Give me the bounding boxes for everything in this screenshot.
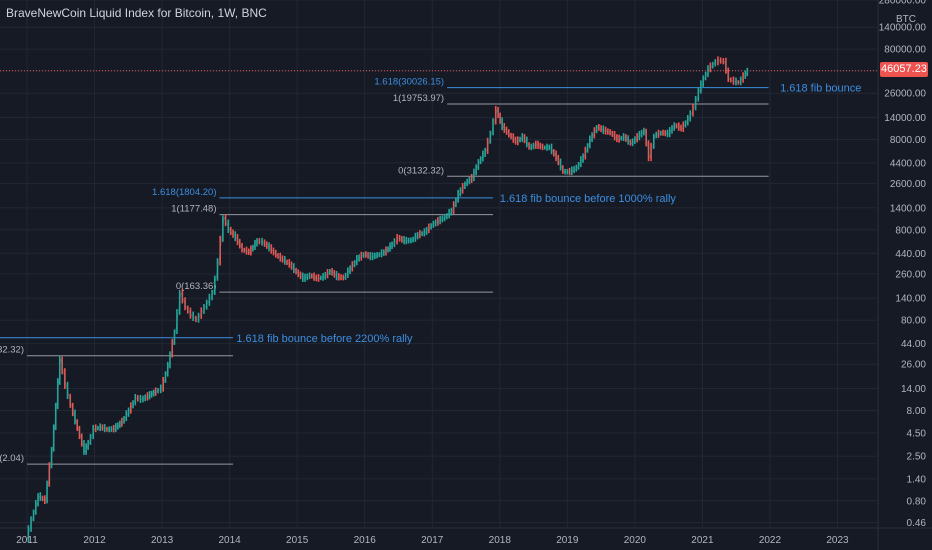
x-tick-label: 2023 — [826, 535, 849, 546]
annotation-label: 1.618 fib bounce before 1000% rally — [500, 193, 677, 205]
y-tick-label: 140000.00 — [879, 23, 927, 34]
annotation-label: 1.618 fib bounce — [780, 83, 861, 95]
x-tick-label: 2019 — [556, 535, 579, 546]
y-tick-label: 14000.00 — [884, 113, 926, 124]
y-tick-label: 440.00 — [895, 249, 926, 260]
x-tick-label: 2022 — [759, 535, 782, 546]
fib-level-label: 1.618(1804.20) — [152, 187, 216, 198]
x-tick-label: 2015 — [286, 535, 309, 546]
fib-level-label: 1(1177.48) — [171, 204, 216, 215]
y-tick-label: 1.40 — [907, 474, 927, 485]
price-line — [26, 60, 749, 540]
x-tick-label: 2014 — [219, 535, 242, 546]
y-tick-label: 26000.00 — [884, 89, 926, 100]
y-tick-label: 26.00 — [901, 360, 926, 371]
y-tick-label: 280000.00 — [879, 0, 927, 7]
y-tick-label: 44.00 — [901, 339, 926, 350]
price-series — [26, 56, 749, 543]
y-tick-label: 4400.00 — [890, 158, 927, 169]
fib-levels: 1.618(51.03)1(32.32)0(2.04)1.618(1804.20… — [0, 70, 878, 465]
x-axis[interactable]: 2011 2012 2013 2014 2015 2016 2017 2018 2019 2020… — [16, 535, 849, 546]
last-price-tag: 46057.23 — [880, 62, 928, 77]
y-tick-label: 140.00 — [895, 294, 926, 305]
y-tick-label: 4.50 — [907, 429, 927, 440]
y-tick-label: 14.00 — [901, 384, 926, 395]
y-tick-label: 80.00 — [901, 316, 926, 327]
axis-unit-label: BTC — [896, 14, 916, 25]
annotations: 1.618 fib bounce before 2200% rally 1.618… — [236, 83, 861, 345]
fib-level-label: 0(3132.32) — [398, 165, 444, 176]
y-tick-label: 8.00 — [907, 406, 927, 417]
chart-title: BraveNewCoin Liquid Index for Bitcoin, 1… — [6, 6, 267, 20]
x-tick-label: 2020 — [624, 535, 647, 546]
fib-level-label: 1.618(30026.15) — [374, 77, 444, 88]
annotation-label: 1.618 fib bounce before 2200% rally — [236, 333, 413, 345]
y-tick-label: 2600.00 — [890, 179, 927, 190]
x-tick-label: 2018 — [489, 535, 512, 546]
y-axis[interactable]: 280000.00140000.0080000.0046000.0026000.… — [879, 0, 927, 529]
y-tick-label: 260.00 — [895, 269, 926, 280]
y-tick-label: 800.00 — [895, 225, 926, 236]
x-tick-label: 2011 — [16, 535, 38, 546]
x-tick-label: 2016 — [354, 535, 377, 546]
fib-level-label: 1(32.32) — [0, 345, 24, 356]
x-tick-label: 2012 — [83, 535, 106, 546]
fib-level-label: 0(2.04) — [0, 453, 24, 464]
fib-level-label: 0(163.36) — [176, 281, 217, 292]
x-tick-label: 2017 — [421, 535, 444, 546]
y-tick-label: 1400.00 — [890, 203, 927, 214]
y-tick-label: 2.50 — [907, 452, 927, 463]
y-tick-label: 80000.00 — [884, 45, 926, 56]
y-tick-label: 0.80 — [907, 496, 927, 507]
x-tick-label: 2013 — [151, 535, 174, 546]
fib-level-label: 1(19753.97) — [393, 93, 444, 104]
y-tick-label: 0.46 — [907, 518, 927, 529]
y-tick-label: 8000.00 — [890, 135, 927, 146]
x-tick-label: 2021 — [691, 535, 714, 546]
